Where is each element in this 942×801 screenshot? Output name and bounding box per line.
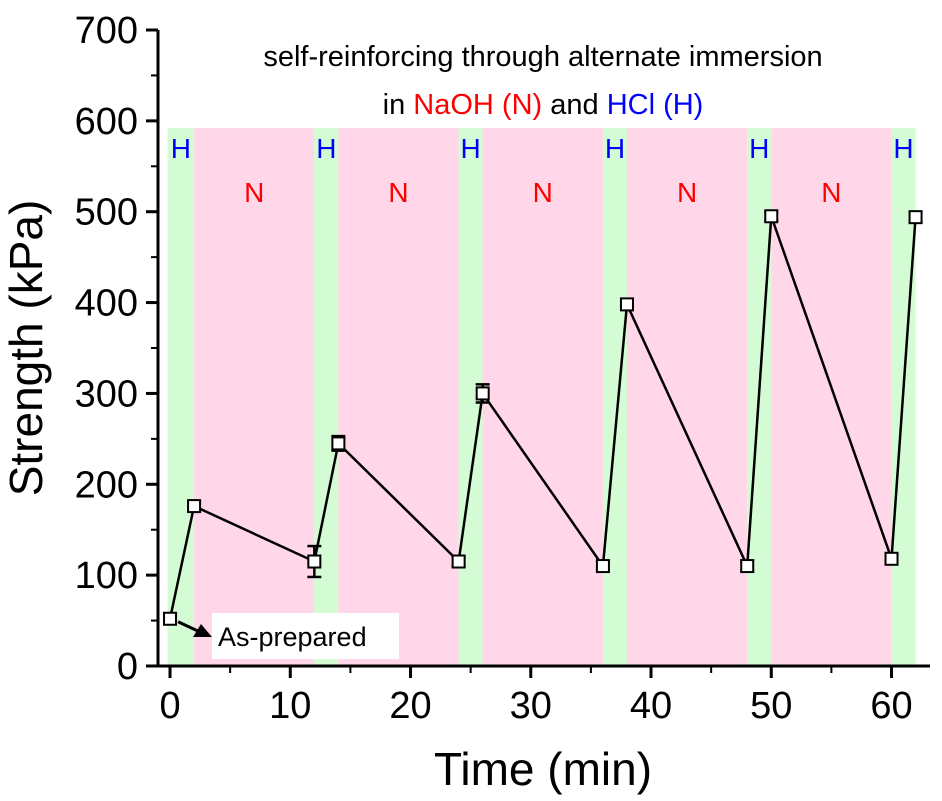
data-point <box>884 551 899 566</box>
data-point <box>307 554 322 569</box>
annotation-box <box>212 613 399 659</box>
y-tick-label: 200 <box>75 464 138 506</box>
band-label-N: N <box>821 177 841 208</box>
title-part: in <box>383 89 414 121</box>
band-label-N: N <box>388 177 408 208</box>
data-point <box>163 611 178 626</box>
band-label-H: H <box>605 133 625 164</box>
annotation-text: As-prepared <box>218 622 367 652</box>
band-N <box>482 128 603 666</box>
title-part: and <box>542 89 607 121</box>
band-label-H: H <box>461 133 481 164</box>
annotation-arrowhead <box>193 624 212 637</box>
data-point <box>619 297 634 312</box>
y-tick-label: 500 <box>75 192 138 234</box>
x-tick-label: 30 <box>510 685 552 727</box>
data-point <box>908 210 923 225</box>
title-part: NaOH (N) <box>413 89 542 121</box>
data-point <box>595 559 610 574</box>
y-tick-label: 0 <box>117 646 138 688</box>
title-part: HCl (H) <box>607 89 704 121</box>
band-N <box>338 128 459 666</box>
data-point <box>451 554 466 569</box>
annotation-arrow <box>177 620 201 634</box>
x-axis-label: Time (min) <box>434 743 652 795</box>
y-tick-label: 300 <box>75 373 138 415</box>
x-tick-label: 60 <box>870 685 912 727</box>
band-label-N: N <box>677 177 697 208</box>
data-point <box>764 209 779 224</box>
band-N <box>194 128 315 666</box>
band-H <box>314 128 339 666</box>
data-line <box>168 215 917 620</box>
band-N <box>771 128 892 666</box>
data-point <box>475 386 490 401</box>
x-tick-label: 10 <box>269 685 311 727</box>
band-label-N: N <box>533 177 553 208</box>
band-label-H: H <box>749 133 769 164</box>
x-tick-label: 20 <box>389 685 431 727</box>
x-tick-label: 0 <box>159 685 180 727</box>
x-tick-label: 40 <box>630 685 672 727</box>
y-tick-label: 700 <box>75 10 138 52</box>
data-point <box>740 559 755 574</box>
y-tick-label: 400 <box>75 283 138 325</box>
band-N <box>626 128 748 666</box>
y-tick-label: 600 <box>75 101 138 143</box>
chart-title-line2: in NaOH (N) and HCl (H) <box>383 89 704 121</box>
band-label-H: H <box>316 133 336 164</box>
data-point <box>331 436 346 451</box>
y-tick-label: 100 <box>75 555 138 597</box>
band-H <box>602 128 627 666</box>
band-label-N: N <box>244 177 264 208</box>
chart-title-line1: self-reinforcing through alternate immer… <box>263 41 822 73</box>
band-H <box>167 128 195 666</box>
x-tick-label: 50 <box>750 685 792 727</box>
data-point <box>187 499 202 514</box>
y-axis-label: Strength (kPa) <box>0 200 52 497</box>
band-label-H: H <box>893 133 913 164</box>
band-label-H: H <box>171 133 191 164</box>
